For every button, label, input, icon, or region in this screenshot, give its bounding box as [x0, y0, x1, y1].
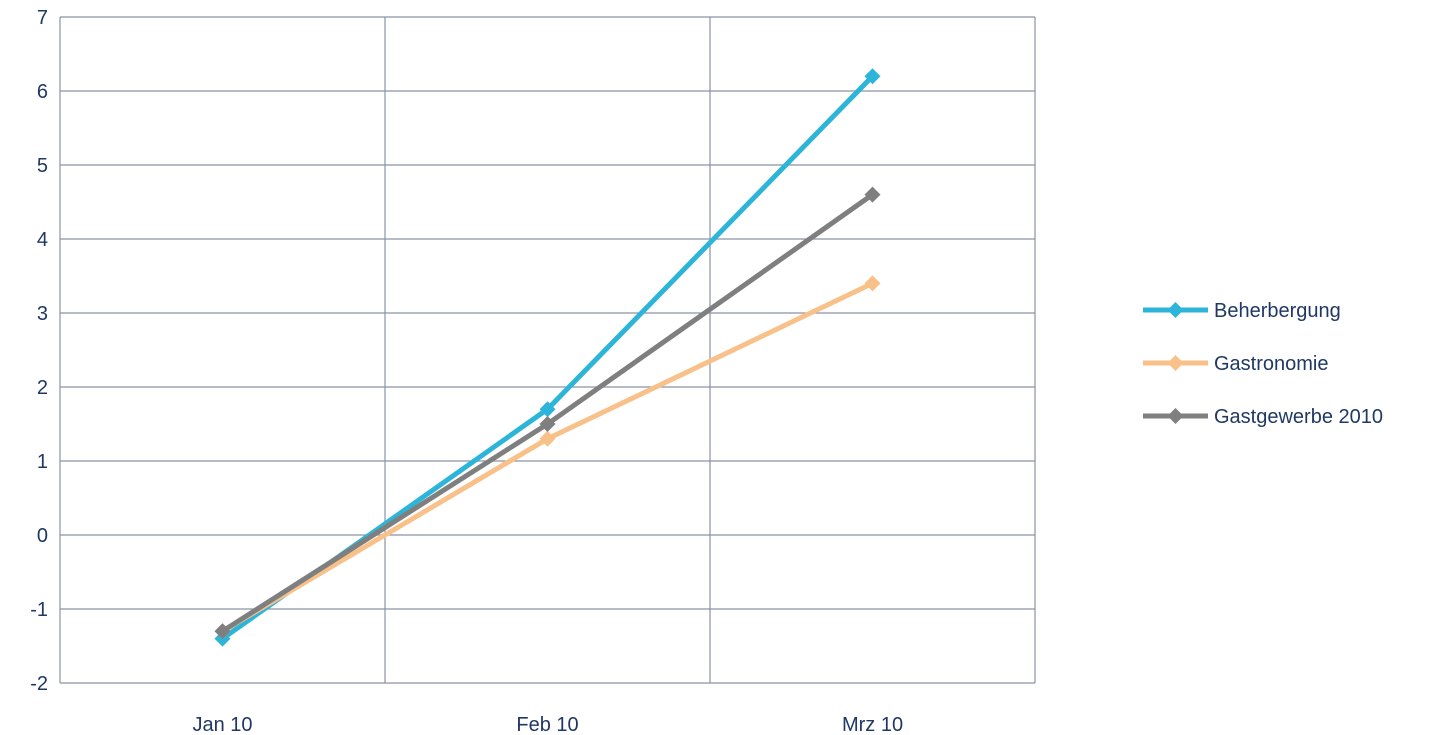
x-tick-label: Mrz 10 — [842, 714, 903, 735]
legend-entry: Beherbergung — [1143, 300, 1341, 322]
y-tick-label: 4 — [37, 229, 48, 251]
x-tick-label: Feb 10 — [516, 714, 578, 735]
y-tick-label: 1 — [37, 451, 48, 473]
legend-label: Gastronomie — [1214, 353, 1329, 375]
data-point-marker — [864, 186, 881, 203]
y-tick-label: 3 — [37, 303, 48, 325]
y-tick-label: -1 — [30, 599, 48, 621]
data-point-marker — [214, 623, 231, 640]
legend-entry: Gastronomie — [1143, 353, 1329, 375]
y-tick-label: 5 — [37, 155, 48, 177]
series-line — [220, 280, 875, 634]
y-tick-label: 6 — [37, 81, 48, 103]
y-tick-label: 2 — [37, 377, 48, 399]
legend-label: Beherbergung — [1214, 300, 1341, 322]
legend: Beherbergung Gastronomie Gastgewerbe 2010 — [1143, 300, 1383, 428]
y-tick-label: -2 — [30, 673, 48, 695]
series-gastronomie — [214, 275, 881, 640]
x-tick-label: Jan 10 — [192, 714, 252, 735]
y-tick-label: 7 — [37, 7, 48, 29]
legend-marker — [1167, 355, 1184, 371]
grid — [59, 16, 1036, 684]
series-gastgewerbe-2010 — [214, 186, 881, 640]
axes: -2 -1 0 1 2 3 4 5 6 7 Jan 10 Feb 10 Mrz 10 — [30, 7, 903, 735]
legend-marker — [1167, 302, 1184, 318]
series-line — [220, 73, 875, 642]
data-point-marker — [539, 401, 556, 418]
legend-label: Gastgewerbe 2010 — [1214, 406, 1383, 428]
data-point-marker — [864, 275, 881, 292]
y-tick-label: 0 — [37, 525, 48, 547]
series-beherbergung — [214, 68, 881, 647]
data-point-marker — [864, 68, 881, 85]
legend-marker — [1167, 408, 1184, 424]
data-point-marker — [539, 430, 556, 447]
series-lines — [214, 68, 881, 647]
legend-entry: Gastgewerbe 2010 — [1143, 406, 1383, 428]
data-point-marker — [539, 416, 556, 432]
